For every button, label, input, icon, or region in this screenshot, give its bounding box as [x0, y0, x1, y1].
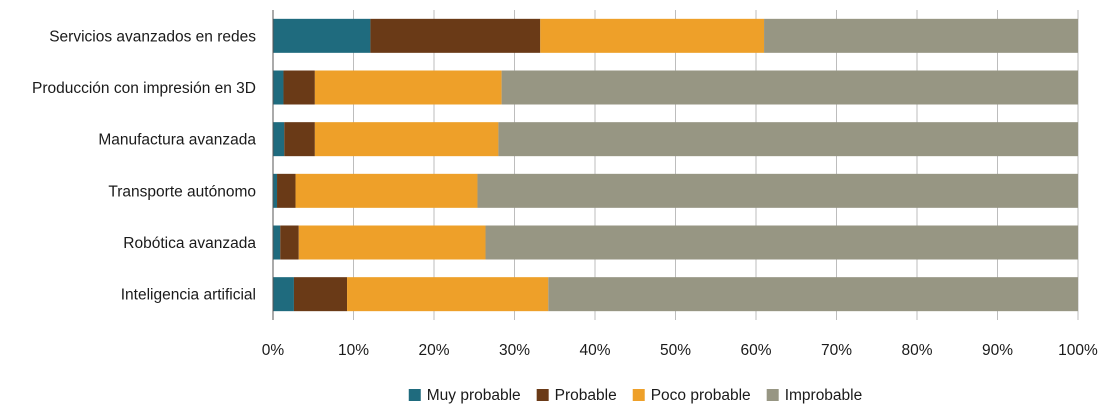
x-tick-label: 40%: [579, 342, 610, 359]
legend-item: Improbable: [766, 387, 863, 404]
x-tick-label: 90%: [982, 342, 1013, 359]
category-label: Robótica avanzada: [123, 235, 256, 252]
x-tick-label: 0%: [262, 342, 285, 359]
bar-segment: [501, 70, 1078, 105]
bar-segment: [273, 122, 285, 157]
bars: [273, 18, 1079, 312]
bar-segment: [347, 277, 549, 312]
bar-segment: [764, 18, 1078, 53]
legend-swatch: [536, 389, 549, 401]
x-tick-label: 30%: [499, 342, 530, 359]
legend-label: Poco probable: [651, 387, 751, 404]
legend-item: Poco probable: [632, 387, 751, 404]
bar-segment: [295, 173, 478, 208]
legend-item: Probable: [536, 387, 617, 404]
bar-segment: [314, 122, 499, 157]
bar-segment: [370, 18, 541, 53]
legend-item: Muy probable: [408, 387, 521, 404]
category-labels: Servicios avanzados en redes Producción c…: [32, 28, 256, 303]
x-tick-label: 80%: [901, 342, 932, 359]
bar-segment: [284, 122, 315, 157]
bar-segment: [298, 225, 486, 260]
x-tick-labels: 0% 10% 20% 30% 40% 50% 60% 70% 80% 90% 100%: [262, 342, 1098, 359]
x-tick-label: 50%: [660, 342, 691, 359]
legend-swatch: [408, 389, 421, 401]
category-label: Servicios avanzados en redes: [49, 28, 256, 45]
legend-swatch: [632, 389, 645, 401]
bar-segment: [273, 70, 284, 105]
category-label: Transporte autónomo: [108, 183, 256, 200]
bar-segment: [485, 225, 1078, 260]
bar-segment: [277, 173, 296, 208]
x-tick-label: 70%: [821, 342, 852, 359]
legend-label: Muy probable: [427, 387, 521, 404]
x-tick-label: 20%: [418, 342, 449, 359]
legend: Muy probable Probable Poco probable Improba…: [408, 387, 863, 404]
bar-segment: [548, 277, 1078, 312]
category-label: Inteligencia artificial: [121, 287, 256, 304]
x-tick-label: 100%: [1058, 342, 1098, 359]
bar-segment: [273, 225, 281, 260]
bar-segment: [498, 122, 1078, 157]
x-tick-label: 60%: [740, 342, 771, 359]
bar-segment: [280, 225, 299, 260]
bar-segment: [273, 18, 371, 53]
bar-segment: [314, 70, 502, 105]
bar-segment: [293, 277, 348, 312]
x-tick-label: 10%: [338, 342, 369, 359]
category-label: Producción con impresión en 3D: [32, 80, 256, 97]
legend-label: Improbable: [785, 387, 863, 404]
category-label: Manufactura avanzada: [98, 132, 256, 149]
gridlines: [353, 10, 1079, 320]
bar-segment: [477, 173, 1079, 208]
bar-segment: [273, 277, 294, 312]
bar-segment: [283, 70, 315, 105]
bar-segment: [273, 173, 278, 208]
bar-segment: [540, 18, 765, 53]
legend-label: Probable: [555, 387, 617, 404]
legend-swatch: [766, 389, 779, 401]
